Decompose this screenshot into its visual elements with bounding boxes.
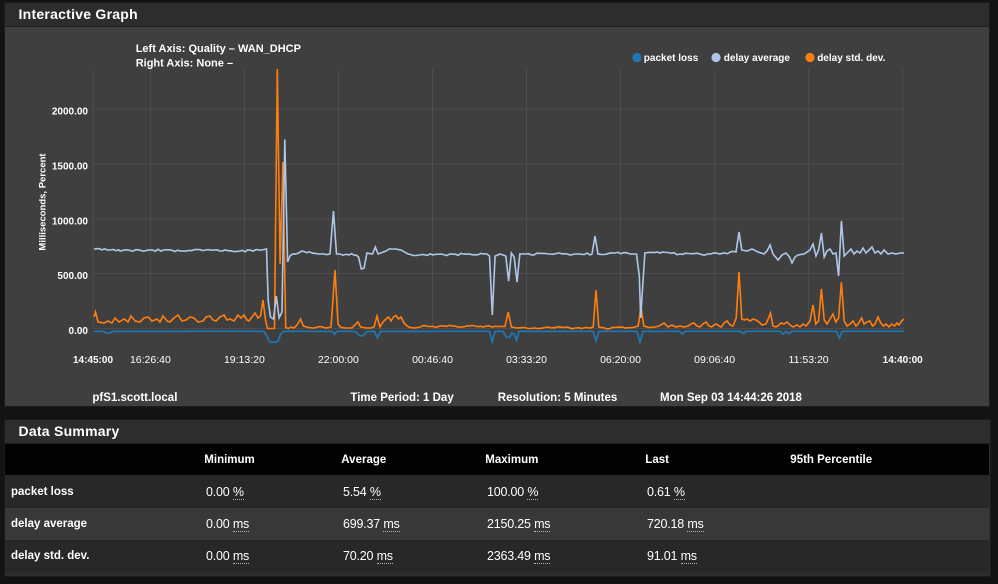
svg-text:11:53:20: 11:53:20 — [789, 354, 829, 366]
svg-text:00:46:40: 00:46:40 — [412, 354, 453, 366]
svg-text:19:13:20: 19:13:20 — [224, 354, 265, 366]
svg-text:0.00: 0.00 — [69, 326, 89, 337]
svg-text:14:45:00: 14:45:00 — [73, 355, 113, 366]
svg-text:22:00:00: 22:00:00 — [318, 354, 359, 366]
svg-text:14:40:00: 14:40:00 — [883, 355, 923, 366]
svg-text:delay average: delay average — [724, 53, 791, 64]
svg-text:16:26:40: 16:26:40 — [130, 354, 171, 366]
svg-text:Mon Sep 03 14:44:26 2018: Mon Sep 03 14:44:26 2018 — [660, 392, 803, 404]
svg-text:09:06:40: 09:06:40 — [694, 354, 735, 366]
svg-text:Time Period: 1 Day: Time Period: 1 Day — [350, 392, 454, 404]
svg-text:1500.00: 1500.00 — [52, 161, 89, 172]
svg-text:06:20:00: 06:20:00 — [600, 354, 641, 366]
svg-text:Resolution: 5 Minutes: Resolution: 5 Minutes — [498, 392, 617, 404]
svg-text:500.00: 500.00 — [57, 271, 88, 282]
svg-text:2000.00: 2000.00 — [52, 106, 89, 117]
svg-text:pfS1.scott.local: pfS1.scott.local — [92, 392, 177, 404]
svg-text:packet loss: packet loss — [644, 53, 699, 64]
svg-text:Right Axis: None –: Right Axis: None – — [136, 58, 233, 70]
svg-text:Milliseconds, Percent: Milliseconds, Percent — [38, 153, 49, 251]
svg-text:Left Axis: Quality – WAN_DHCP: Left Axis: Quality – WAN_DHCP — [136, 43, 301, 55]
svg-text:delay std. dev.: delay std. dev. — [817, 53, 885, 64]
svg-text:03:33:20: 03:33:20 — [506, 354, 547, 366]
svg-text:1000.00: 1000.00 — [52, 216, 89, 227]
